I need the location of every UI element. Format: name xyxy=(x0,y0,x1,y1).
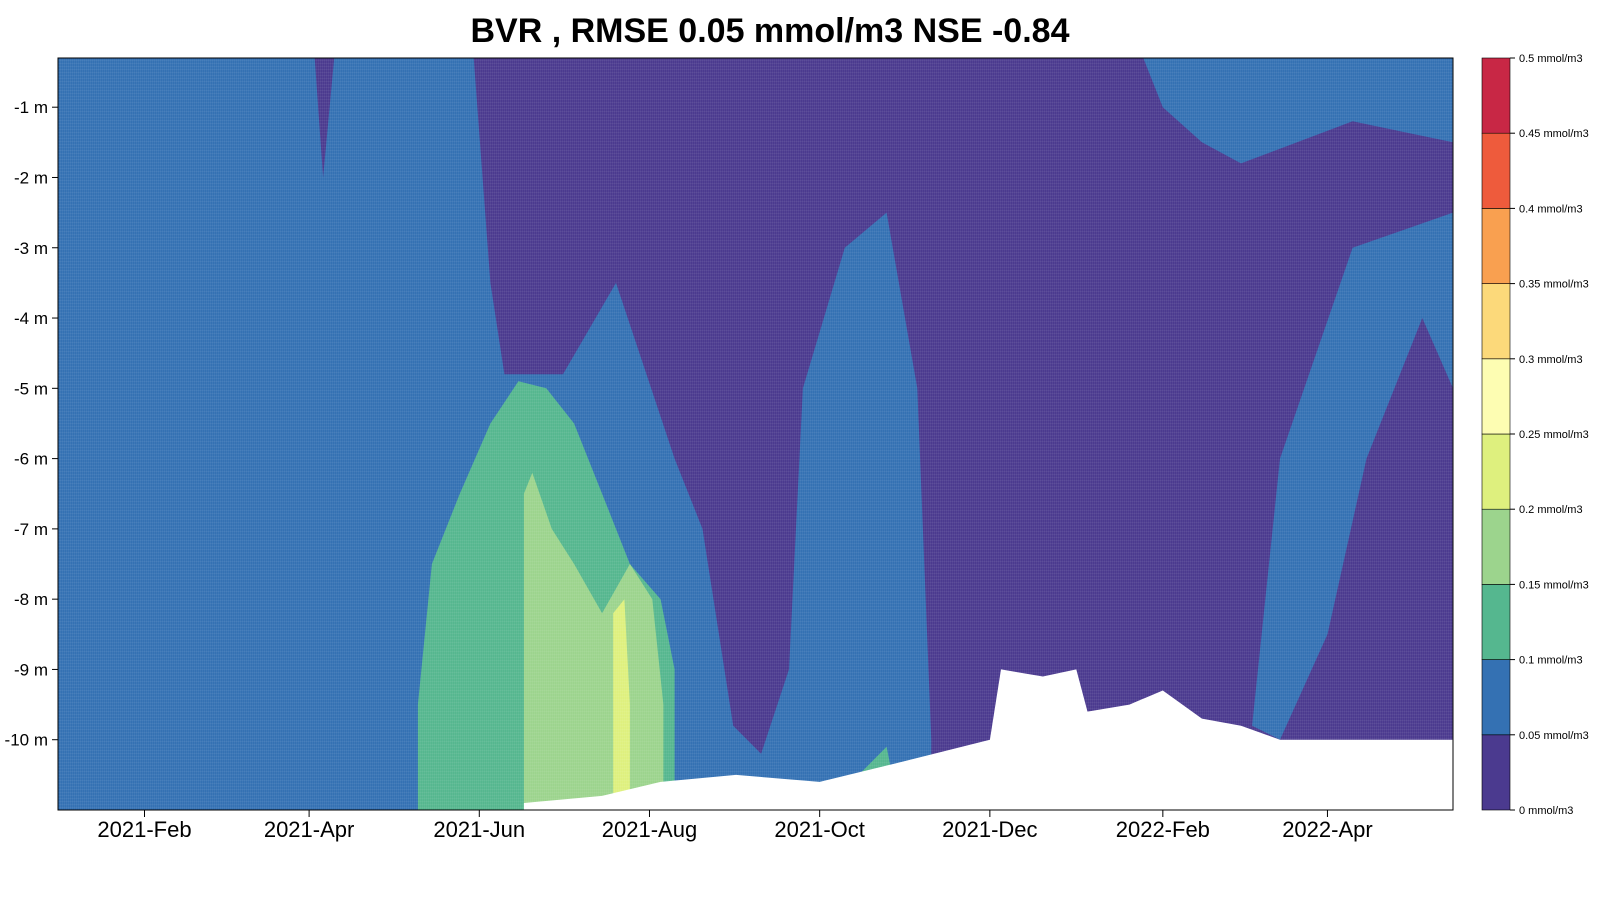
x-tick-label-2: 2021-Jun xyxy=(433,817,525,842)
legend-swatch-1 xyxy=(1481,659,1511,736)
legend-swatch-4 xyxy=(1481,433,1511,510)
legend-swatch-0 xyxy=(1481,734,1511,811)
color-legend: 0 mmol/m3 0.05 mmol/m3 0.1 mmol/m3 0.15 mmo… xyxy=(1481,53,1589,817)
legend-label-10: 0.5 mmol/m3 xyxy=(1519,53,1583,65)
legend-label-4: 0.2 mmol/m3 xyxy=(1519,504,1583,516)
legend-swatch-7 xyxy=(1481,208,1511,284)
legend-label-0: 0 mmol/m3 xyxy=(1519,805,1573,817)
bottom-mask xyxy=(523,669,1453,810)
legend-swatch-8 xyxy=(1481,132,1511,209)
y-tick-label-1: -2 m xyxy=(14,168,48,187)
y-tick-label-8: -9 m xyxy=(14,660,48,679)
x-tick-label-6: 2022-Feb xyxy=(1116,817,1210,842)
legend-swatch-5 xyxy=(1481,358,1511,435)
grid-texture xyxy=(58,58,1453,810)
legend-swatch-3 xyxy=(1481,508,1511,585)
legend-swatch-9 xyxy=(1481,57,1511,134)
y-tick-label-5: -6 m xyxy=(14,450,48,469)
x-axis: 2021-Feb 2021-Apr 2021-Jun 2021-Aug 2021-Oct… xyxy=(97,810,1373,842)
y-tick-label-4: -5 m xyxy=(14,379,48,398)
legend-label-3: 0.15 mmol/m3 xyxy=(1519,579,1589,591)
legend-label-1: 0.05 mmol/m3 xyxy=(1519,730,1589,742)
x-tick-label-1: 2021-Apr xyxy=(264,817,355,842)
x-tick-label-5: 2021-Dec xyxy=(942,817,1037,842)
y-tick-label-6: -7 m xyxy=(14,520,48,539)
y-axis: -1 m -2 m -3 m -4 m -5 m -6 m -7 m -8 m -9 m -10 … xyxy=(5,98,58,750)
plot-frame xyxy=(57,57,1454,811)
legend-label-5: 0.25 mmol/m3 xyxy=(1519,429,1589,441)
legend-swatch-2 xyxy=(1481,584,1511,660)
x-tick-label-4: 2021-Oct xyxy=(774,817,865,842)
y-tick-label-0: -1 m xyxy=(14,98,48,117)
plot-area xyxy=(58,58,1453,810)
chart-title: BVR , RMSE 0.05 mmol/m3 NSE -0.84 xyxy=(471,12,1070,50)
x-tick-label-7: 2022-Apr xyxy=(1282,817,1373,842)
legend-label-8: 0.4 mmol/m3 xyxy=(1519,203,1583,215)
legend-swatch-6 xyxy=(1481,283,1511,360)
y-tick-label-2: -3 m xyxy=(14,239,48,258)
x-tick-label-3: 2021-Aug xyxy=(602,817,697,842)
x-tick-label-0: 2021-Feb xyxy=(97,817,191,842)
y-tick-label-7: -8 m xyxy=(14,590,48,609)
y-tick-label-9: -10 m xyxy=(5,731,48,750)
y-tick-label-3: -4 m xyxy=(14,309,48,328)
legend-label-9: 0.45 mmol/m3 xyxy=(1519,128,1589,140)
legend-label-2: 0.1 mmol/m3 xyxy=(1519,655,1583,667)
legend-label-7: 0.35 mmol/m3 xyxy=(1519,279,1589,291)
legend-label-6: 0.3 mmol/m3 xyxy=(1519,354,1583,366)
